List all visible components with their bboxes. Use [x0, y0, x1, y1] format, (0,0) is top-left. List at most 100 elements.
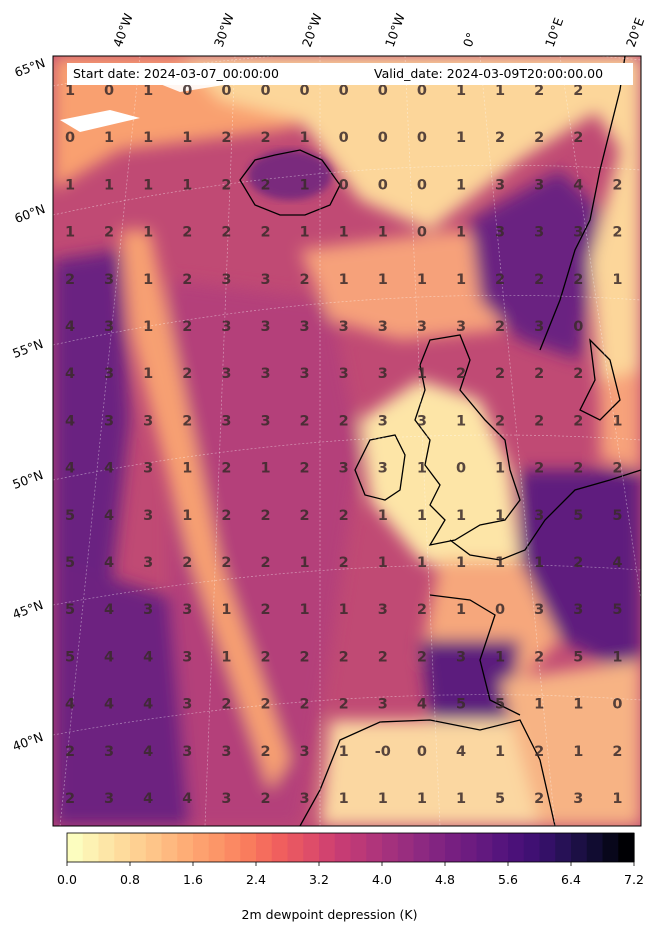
grid-value: 1 — [65, 177, 75, 193]
grid-value: 2 — [534, 649, 544, 665]
grid-value: 2 — [339, 413, 349, 429]
grid-value: 2 — [495, 413, 505, 429]
cb-tick-6: 4.8 — [435, 872, 455, 887]
grid-value: 4 — [456, 744, 466, 760]
grid-value: 2 — [182, 413, 192, 429]
grid-value: 4 — [65, 319, 75, 335]
grid-value: 0 — [339, 177, 349, 193]
grid-value: 3 — [534, 177, 544, 193]
grid-value: 3 — [104, 791, 114, 807]
grid-value: 1 — [417, 555, 427, 571]
grid-value: 1 — [104, 130, 114, 146]
grid-value: 3 — [300, 791, 310, 807]
grid-value: 2 — [65, 272, 75, 288]
grid-value: 2 — [612, 177, 622, 193]
colorbar-swatch — [429, 833, 445, 862]
grid-value: 2 — [612, 225, 622, 241]
grid-value: 1 — [339, 744, 349, 760]
grid-value: 1 — [378, 508, 388, 524]
grid-value: 2 — [378, 649, 388, 665]
grid-value: 3 — [182, 649, 192, 665]
colorbar-swatch — [83, 833, 99, 862]
grid-value: 2 — [495, 366, 505, 382]
grid-value: 1 — [456, 791, 466, 807]
grid-value: 5 — [573, 649, 583, 665]
grid-value: 4 — [417, 697, 427, 713]
grid-value: 2 — [612, 744, 622, 760]
grid-value: 3 — [456, 319, 466, 335]
grid-value: 3 — [104, 744, 114, 760]
grid-value: 2 — [300, 508, 310, 524]
grid-value: 1 — [221, 649, 231, 665]
grid-value: 0 — [300, 83, 310, 99]
grid-value: 1 — [456, 225, 466, 241]
colorbar-swatch — [414, 833, 430, 862]
grid-value: 1 — [495, 744, 505, 760]
grid-value: 4 — [143, 649, 153, 665]
grid-value: 2 — [573, 461, 583, 477]
colorbar-swatch — [382, 833, 398, 862]
colorbar-swatch — [571, 833, 587, 862]
grid-value: 0 — [495, 602, 505, 618]
grid-value: 2 — [300, 649, 310, 665]
cb-tick-4: 3.2 — [309, 872, 329, 887]
grid-value: 0 — [612, 697, 622, 713]
colorbar-swatch — [508, 833, 524, 862]
grid-value: 1 — [456, 508, 466, 524]
colorbar-swatch — [162, 833, 178, 862]
grid-value: 4 — [143, 744, 153, 760]
grid-value: 3 — [534, 602, 544, 618]
colorbar-swatch — [99, 833, 115, 862]
grid-value: 4 — [104, 461, 114, 477]
grid-value: 2 — [182, 225, 192, 241]
grid-value: 1 — [456, 555, 466, 571]
grid-value: 1 — [456, 177, 466, 193]
grid-value: 4 — [104, 555, 114, 571]
grid-value: 3 — [378, 697, 388, 713]
grid-value: 1 — [182, 130, 192, 146]
colorbar-swatch — [398, 833, 414, 862]
grid-value: 2 — [221, 508, 231, 524]
grid-value: 3 — [300, 366, 310, 382]
grid-value: 0 — [378, 130, 388, 146]
grid-value: 2 — [495, 319, 505, 335]
grid-value: 3 — [260, 413, 270, 429]
grid-value: 0 — [573, 319, 583, 335]
grid-value: 1 — [182, 508, 192, 524]
grid-value: 3 — [104, 413, 114, 429]
grid-value: 0 — [456, 461, 466, 477]
grid-value: 3 — [143, 508, 153, 524]
grid-value: 2 — [534, 272, 544, 288]
grid-value: 1 — [495, 508, 505, 524]
grid-value: 3 — [300, 319, 310, 335]
grid-value: 2 — [104, 225, 114, 241]
grid-value: 2 — [182, 319, 192, 335]
grid-value: 1 — [456, 130, 466, 146]
grid-value: 0 — [378, 177, 388, 193]
grid-value: 0 — [65, 130, 75, 146]
grid-value: -0 — [375, 744, 391, 760]
grid-value: 3 — [143, 602, 153, 618]
cb-tick-8: 6.4 — [561, 872, 581, 887]
grid-value: 1 — [495, 461, 505, 477]
grid-value: 1 — [221, 602, 231, 618]
grid-value: 1 — [300, 225, 310, 241]
grid-value: 2 — [573, 272, 583, 288]
grid-value: 2 — [260, 555, 270, 571]
colorbar-swatch — [366, 833, 382, 862]
grid-value: 2 — [260, 130, 270, 146]
grid-value: 5 — [65, 649, 75, 665]
grid-value: 5 — [573, 508, 583, 524]
grid-value: 3 — [221, 791, 231, 807]
grid-value: 3 — [221, 366, 231, 382]
grid-value: 2 — [339, 697, 349, 713]
grid-value: 2 — [300, 697, 310, 713]
grid-value: 1 — [417, 461, 427, 477]
grid-value: 3 — [417, 319, 427, 335]
colorbar-swatch — [256, 833, 272, 862]
grid-value: 2 — [534, 461, 544, 477]
cb-tick-9: 7.2 — [624, 872, 644, 887]
grid-value: 2 — [65, 744, 75, 760]
grid-value: 1 — [417, 366, 427, 382]
grid-value: 2 — [339, 555, 349, 571]
